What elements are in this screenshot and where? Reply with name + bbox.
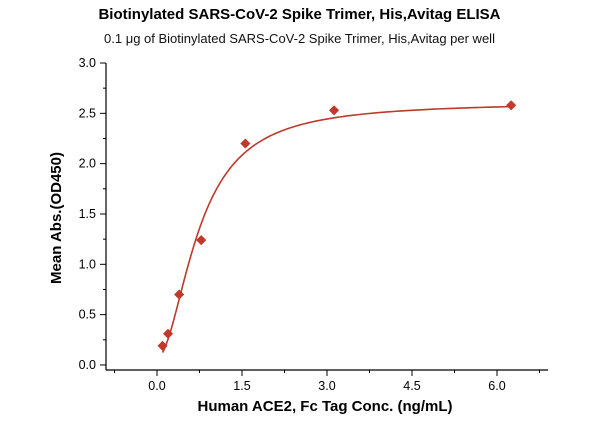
x-axis-title: Human ACE2, Fc Tag Conc. (ng/mL) [197, 398, 452, 415]
y-tick-label: 2.5 [79, 106, 96, 120]
y-tick-label: 0.0 [79, 358, 96, 372]
y-tick-label: 1.0 [79, 257, 96, 271]
y-tick-label: 3.0 [79, 56, 96, 70]
fit-curve [161, 105, 512, 353]
data-point [506, 100, 517, 111]
data-point [157, 340, 168, 351]
data-point [173, 289, 185, 300]
ticks: 0.0 1.5 3.0 4.5 6.0 0.0 0.5 1.0 1.5 2.0 2.5 3.0 [79, 56, 540, 393]
x-tick-label: 0.0 [148, 379, 165, 393]
chart-subtitle: 0.1 μg of Biotinylated SARS-CoV-2 Spike … [104, 31, 495, 46]
x-tick-label: 6.0 [488, 379, 505, 393]
y-tick-label: 2.0 [79, 157, 96, 171]
data-points [157, 100, 517, 351]
data-point [328, 105, 340, 116]
data-point [162, 328, 174, 339]
data-point [196, 235, 207, 246]
y-axis-title: Mean Abs.(OD450) [48, 152, 65, 284]
data-point [240, 138, 251, 149]
x-tick-label: 1.5 [233, 379, 250, 393]
y-tick-label: 1.5 [79, 207, 96, 221]
x-tick-label: 4.5 [403, 379, 420, 393]
chart-title: Biotinylated SARS-CoV-2 Spike Trimer, Hi… [98, 6, 501, 23]
x-tick-label: 3.0 [318, 379, 335, 393]
y-tick-label: 0.5 [79, 308, 96, 322]
